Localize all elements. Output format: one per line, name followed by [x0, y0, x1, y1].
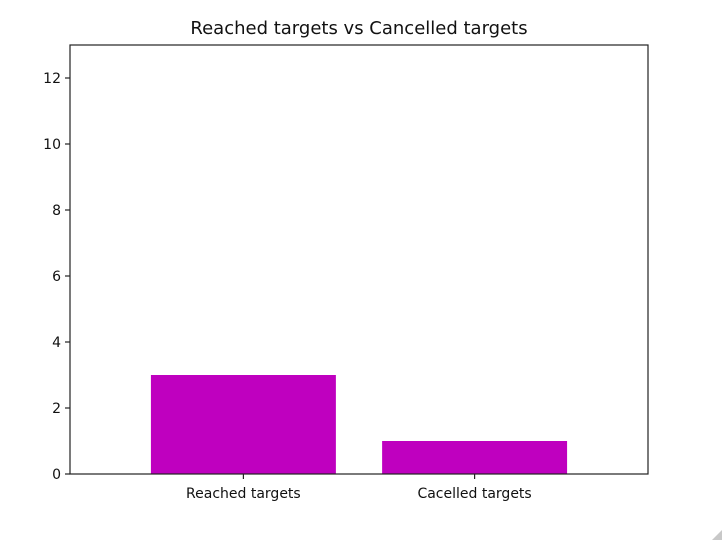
y-tick-label: 8	[52, 203, 61, 219]
y-tick-label: 0	[52, 467, 61, 483]
y-tick-label: 6	[52, 269, 61, 285]
x-axis: Reached targets Cacelled targets	[186, 474, 532, 502]
bar-2	[382, 441, 568, 474]
bar-1	[150, 375, 336, 474]
y-tick-label: 4	[52, 335, 61, 351]
y-tick-label: 10	[43, 137, 61, 153]
y-tick-label: 2	[52, 401, 61, 417]
y-axis: 0 2 4 6 8 10 12	[43, 71, 70, 483]
chart-title: Reached targets vs Cancelled targets	[190, 18, 527, 39]
resize-grip-icon[interactable]	[712, 530, 722, 540]
bars-group	[150, 375, 568, 474]
x-tick-label: Reached targets	[186, 486, 301, 502]
y-tick-label: 12	[43, 71, 61, 87]
plot-frame	[69, 44, 649, 475]
x-tick-label: Cacelled targets	[417, 486, 531, 502]
